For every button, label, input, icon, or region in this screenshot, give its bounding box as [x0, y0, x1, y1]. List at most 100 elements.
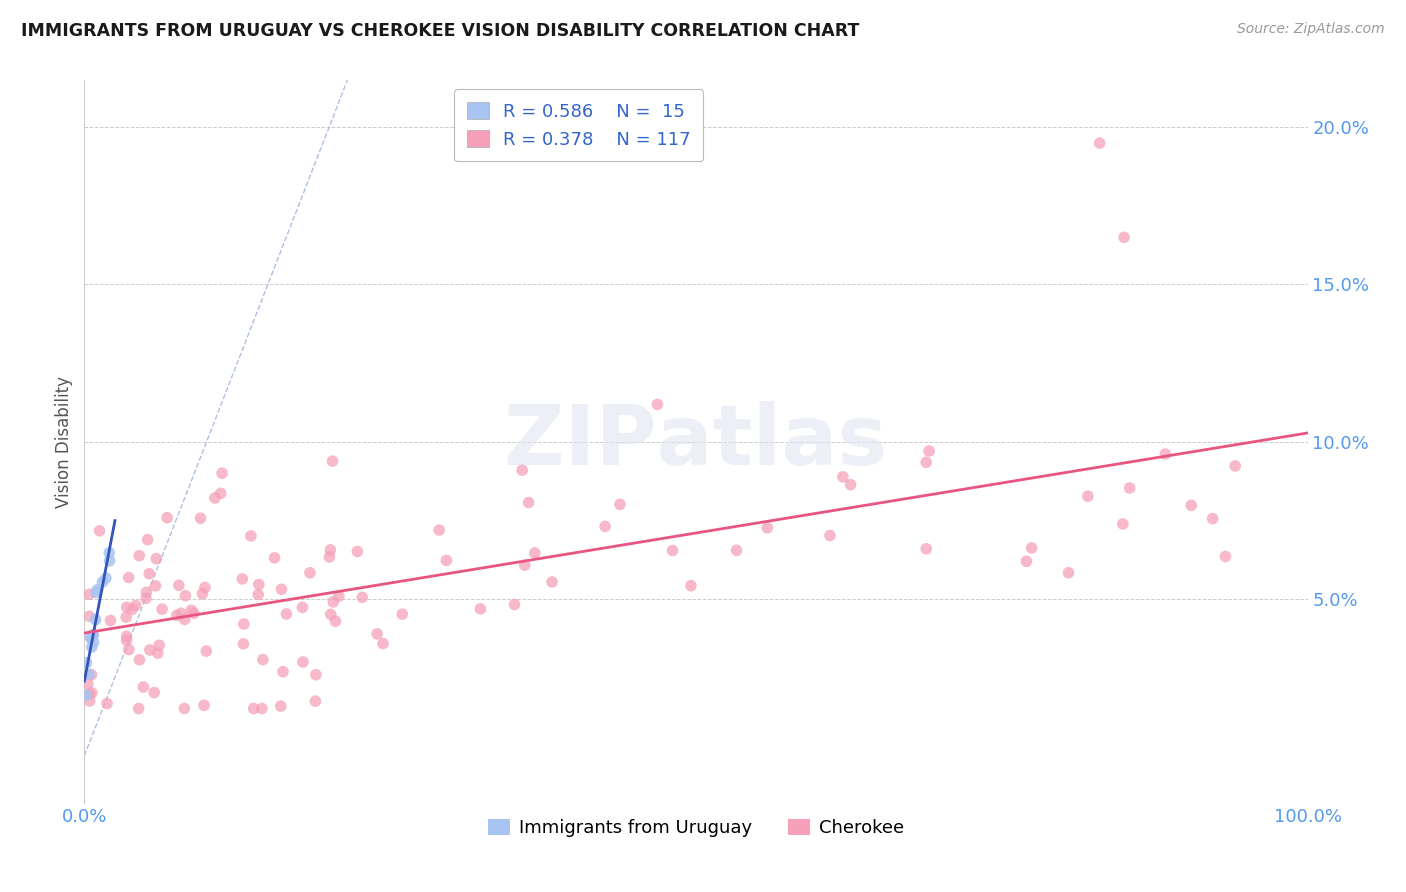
Point	[366, 627, 388, 641]
Point	[135, 591, 157, 606]
Text: ZIP​atlas: ZIP​atlas	[505, 401, 887, 482]
Point	[82, 628, 104, 642]
Point	[128, 701, 150, 715]
Point	[328, 589, 350, 603]
Point	[170, 606, 193, 620]
Point	[211, 467, 233, 481]
Point	[1114, 230, 1136, 244]
Point	[291, 655, 314, 669]
Point	[84, 613, 107, 627]
Point	[679, 579, 702, 593]
Point	[145, 579, 167, 593]
Point	[271, 665, 294, 679]
Point	[139, 643, 162, 657]
Point	[371, 636, 394, 650]
Point	[915, 455, 938, 469]
Point	[115, 633, 138, 648]
Point	[510, 463, 533, 477]
Point	[232, 637, 254, 651]
Point	[725, 543, 748, 558]
Point	[470, 602, 492, 616]
Point	[1015, 554, 1038, 568]
Point	[77, 667, 100, 681]
Legend: Immigrants from Uruguay, Cherokee: Immigrants from Uruguay, Cherokee	[481, 812, 911, 845]
Point	[193, 698, 215, 713]
Point	[352, 591, 374, 605]
Point	[124, 599, 146, 613]
Point	[1021, 541, 1043, 555]
Point	[91, 575, 114, 590]
Point	[80, 668, 103, 682]
Point	[304, 694, 326, 708]
Point	[831, 470, 853, 484]
Point	[80, 631, 103, 645]
Point	[173, 701, 195, 715]
Point	[270, 582, 292, 597]
Point	[1225, 458, 1247, 473]
Point	[503, 598, 526, 612]
Point	[115, 629, 138, 643]
Point	[239, 529, 262, 543]
Point	[298, 566, 321, 580]
Point	[325, 614, 347, 628]
Point	[191, 587, 214, 601]
Point	[118, 571, 141, 585]
Point	[263, 550, 285, 565]
Point	[523, 546, 546, 560]
Point	[517, 495, 540, 509]
Text: Source: ZipAtlas.com: Source: ZipAtlas.com	[1237, 22, 1385, 37]
Point	[135, 585, 157, 599]
Text: IMMIGRANTS FROM URUGUAY VS CHEROKEE VISION DISABILITY CORRELATION CHART: IMMIGRANTS FROM URUGUAY VS CHEROKEE VISI…	[21, 22, 859, 40]
Point	[318, 549, 340, 564]
Point	[84, 585, 107, 599]
Point	[322, 454, 344, 468]
Point	[434, 553, 457, 567]
Point	[128, 549, 150, 563]
Point	[75, 689, 97, 703]
Point	[319, 607, 342, 622]
Point	[86, 582, 108, 597]
Point	[156, 510, 179, 524]
Point	[128, 653, 150, 667]
Point	[89, 524, 111, 538]
Point	[79, 609, 101, 624]
Point	[209, 486, 232, 500]
Point	[609, 497, 631, 511]
Point	[427, 523, 450, 537]
Point	[839, 477, 862, 491]
Point	[194, 581, 217, 595]
Point	[98, 546, 121, 560]
Point	[252, 652, 274, 666]
Point	[1077, 489, 1099, 503]
Point	[174, 589, 197, 603]
Point	[1057, 566, 1080, 580]
Point	[250, 701, 273, 715]
Point	[391, 607, 413, 622]
Point	[1201, 511, 1223, 525]
Point	[150, 602, 173, 616]
Point	[346, 544, 368, 558]
Point	[94, 571, 117, 585]
Point	[143, 685, 166, 699]
Point	[115, 610, 138, 624]
Point	[247, 588, 270, 602]
Point	[918, 444, 941, 458]
Point	[136, 533, 159, 547]
Point	[231, 572, 253, 586]
Point	[80, 686, 103, 700]
Point	[270, 699, 292, 714]
Point	[541, 574, 564, 589]
Point	[247, 577, 270, 591]
Point	[79, 631, 101, 645]
Point	[76, 676, 98, 690]
Point	[121, 602, 143, 616]
Point	[1180, 498, 1202, 512]
Point	[180, 603, 202, 617]
Point	[96, 697, 118, 711]
Point	[138, 566, 160, 581]
Point	[319, 542, 342, 557]
Point	[322, 595, 344, 609]
Point	[82, 628, 104, 642]
Point	[915, 541, 938, 556]
Point	[79, 694, 101, 708]
